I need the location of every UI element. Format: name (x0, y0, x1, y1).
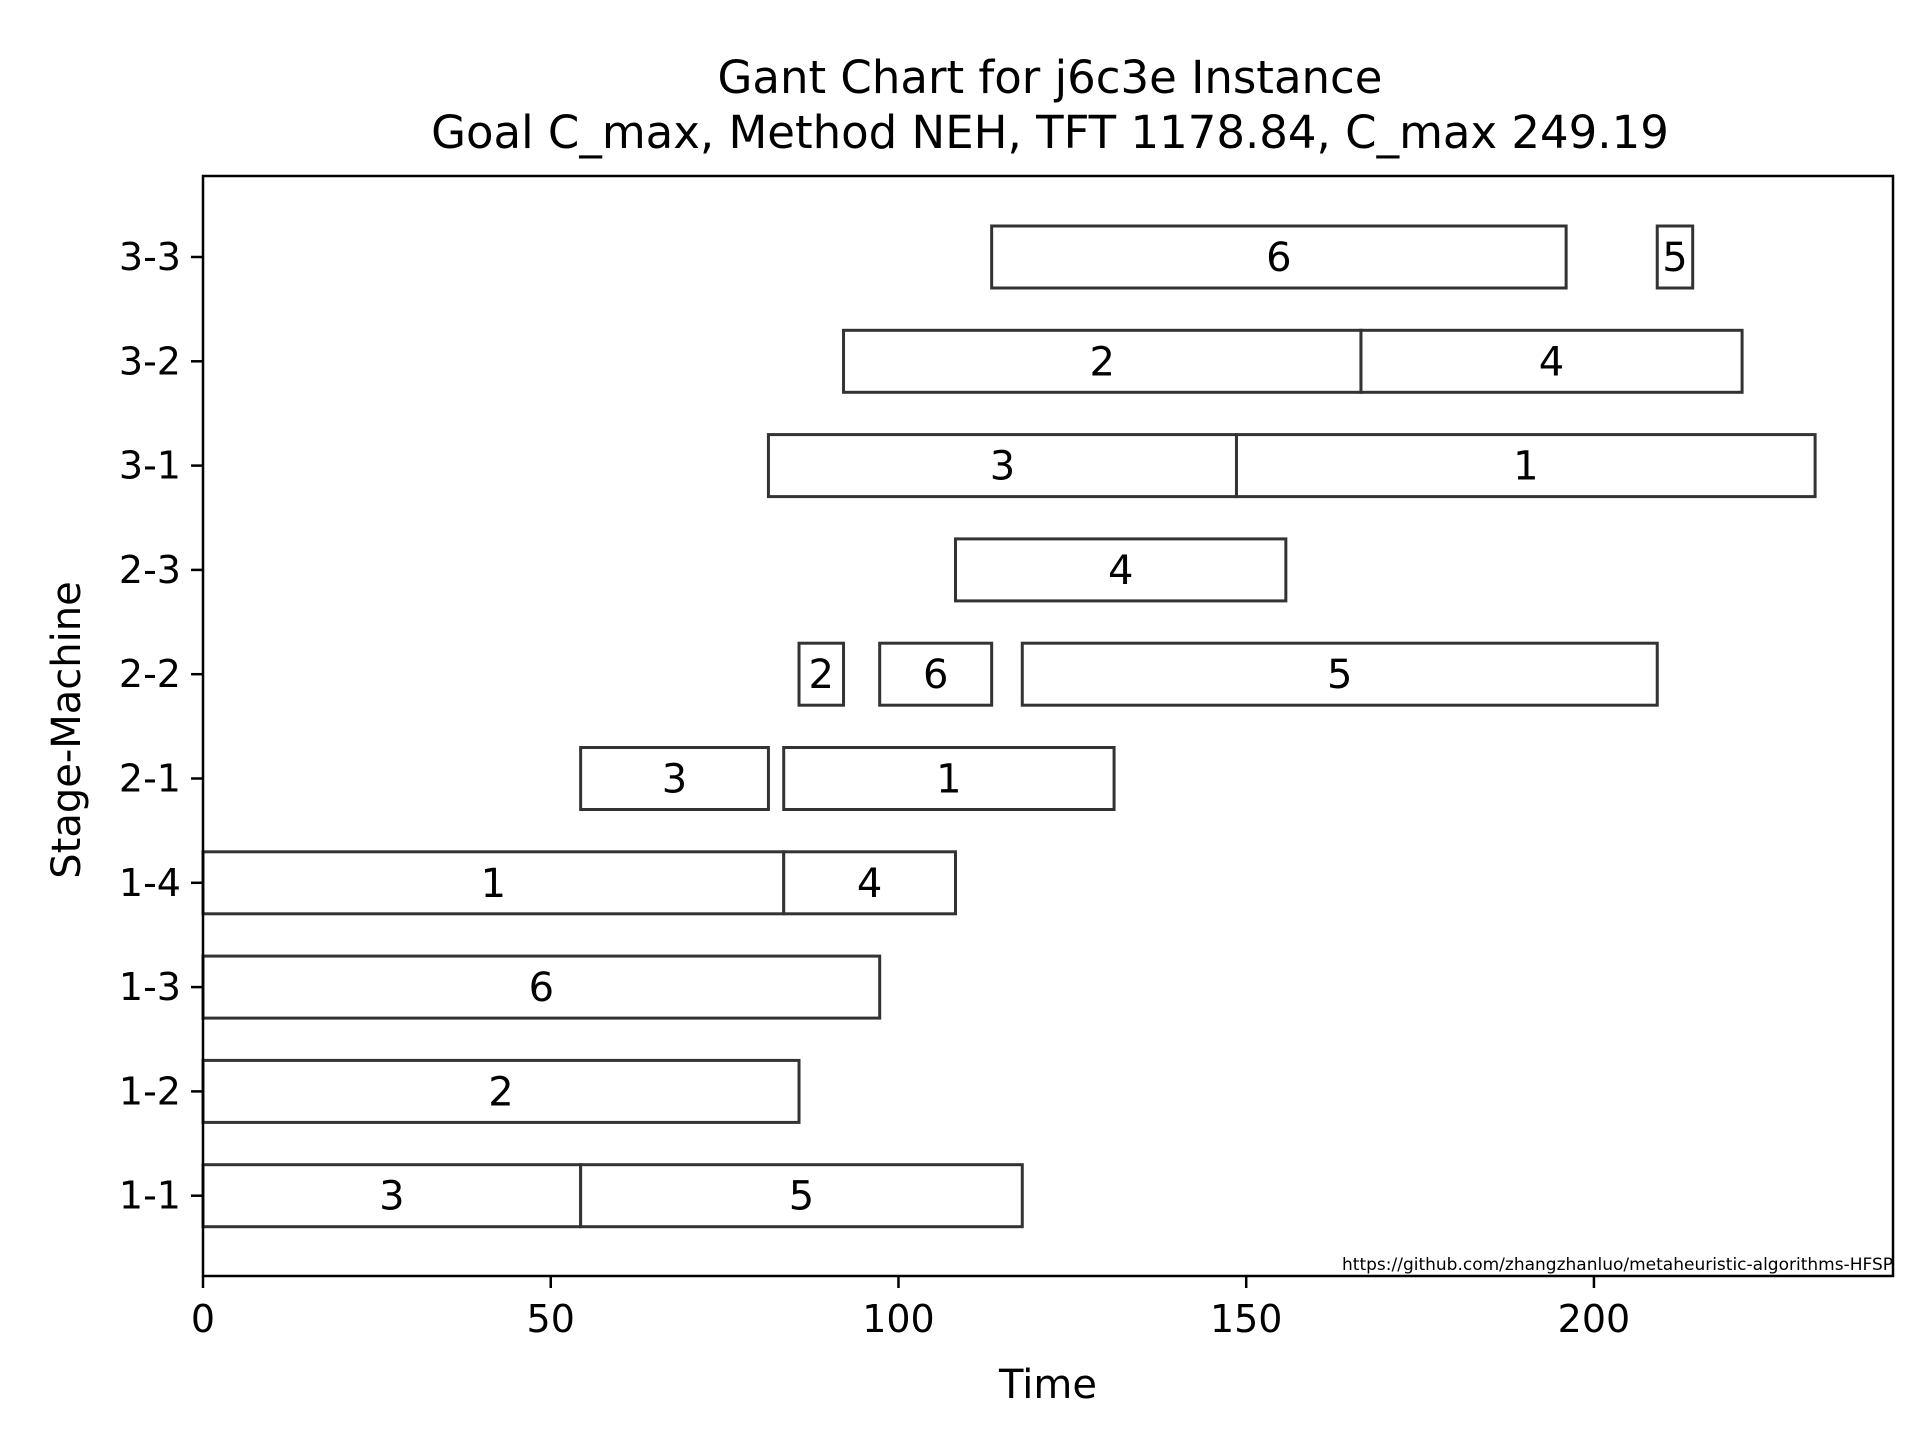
task-bar-job-label: 4 (1108, 548, 1133, 594)
task-bar-rect (878, 641, 994, 707)
task-bar: 1 (782, 746, 1116, 811)
y-tick-label: 2-2 (119, 652, 181, 696)
y-tick-label: 2-3 (119, 548, 181, 592)
task-bar-rect (201, 954, 882, 1020)
y-tick-label: 1-4 (119, 861, 181, 905)
task-bar-rect (201, 1058, 801, 1124)
task-bar-rect (990, 224, 1568, 290)
task-bar: 4 (782, 850, 958, 916)
task-bar: 3 (579, 746, 770, 811)
x-tick-label: 50 (527, 1297, 575, 1341)
task-bar: 6 (201, 954, 882, 1020)
task-bar: 2 (201, 1058, 801, 1124)
task-bar-job-label: 5 (1662, 235, 1687, 281)
x-tick-label: 0 (191, 1297, 215, 1341)
task-bar-rect (201, 850, 786, 916)
task-bar: 1 (1234, 433, 1817, 499)
task-bar-rect (1020, 641, 1659, 707)
y-tick-label: 1-2 (119, 1069, 181, 1113)
y-tick-label: 3-1 (119, 444, 181, 488)
task-bar: 5 (1020, 641, 1659, 707)
y-tick-label: 1-3 (119, 965, 181, 1009)
task-bar-job-label: 2 (1090, 339, 1115, 385)
task-bar-job-label: 6 (923, 652, 948, 698)
task-bar: 6 (878, 641, 994, 707)
task-bar: 2 (797, 641, 846, 707)
task-bar: 4 (954, 537, 1288, 603)
y-tick-label: 3-3 (119, 235, 181, 279)
task-bar-job-label: 1 (936, 757, 961, 803)
task-bar-job-label: 3 (662, 757, 687, 803)
task-bar-rect (766, 433, 1238, 499)
task-bar-rect (1359, 328, 1744, 394)
task-bar: 6 (990, 224, 1568, 290)
y-tick-label: 2-1 (119, 757, 181, 801)
task-bar-job-label: 4 (1539, 339, 1564, 385)
task-bar-rect (782, 746, 1116, 811)
y-tick-label: 3-2 (119, 339, 181, 383)
task-bar-rect (782, 850, 958, 916)
x-tick-label: 100 (862, 1297, 935, 1341)
chart-subtitle: Goal C_max, Method NEH, TFT 1178.84, C_m… (431, 106, 1669, 159)
task-bar-job-label: 6 (529, 965, 554, 1011)
task-bar-rect (1234, 433, 1817, 499)
task-bar-job-label: 1 (481, 861, 506, 907)
source-annotation: https://github.com/zhangzhanluo/metaheur… (1342, 1255, 1893, 1275)
y-tick-label: 1-1 (119, 1174, 181, 1218)
task-bar-job-label: 2 (488, 1069, 513, 1115)
task-bar: 5 (1655, 224, 1695, 290)
chart-title: Gant Chart for j6c3e Instance (718, 51, 1383, 104)
task-bar-rect (1655, 224, 1695, 290)
task-bar: 3 (766, 433, 1238, 499)
task-bars: 3 5 2 6 1 4 3 1 2 6 5 4 3 1 2 4 6 5 (201, 224, 1817, 1229)
y-axis-label: Stage-Machine (44, 581, 90, 878)
plot-frame (201, 174, 1895, 1278)
task-bar: 3 (201, 1163, 583, 1229)
x-tick-label: 150 (1210, 1297, 1283, 1341)
x-tick-label: 200 (1558, 1297, 1631, 1341)
task-bar-rect (797, 641, 846, 707)
task-bar-rect (579, 1163, 1024, 1229)
axis-ticks: 0 50 100 150 200 1-1 1-2 1-3 1-4 2-1 2-2 2-3 3-1 3-2 3… (119, 235, 1630, 1341)
task-bar-job-label: 3 (379, 1174, 404, 1220)
task-bar-job-label: 4 (857, 861, 882, 907)
task-bar-job-label: 1 (1513, 444, 1538, 490)
task-bar: 5 (579, 1163, 1024, 1229)
task-bar-job-label: 2 (809, 652, 834, 698)
task-bar-job-label: 5 (789, 1174, 814, 1220)
task-bar-job-label: 3 (990, 444, 1015, 490)
task-bar-rect (954, 537, 1288, 603)
task-bar: 2 (842, 328, 1363, 394)
task-bar: 4 (1359, 328, 1744, 394)
task-bar: 1 (201, 850, 786, 916)
task-bar-job-label: 5 (1327, 652, 1352, 698)
task-bar-rect (579, 746, 770, 811)
task-bar-job-label: 6 (1266, 235, 1291, 281)
x-axis-label: Time (998, 1362, 1097, 1408)
